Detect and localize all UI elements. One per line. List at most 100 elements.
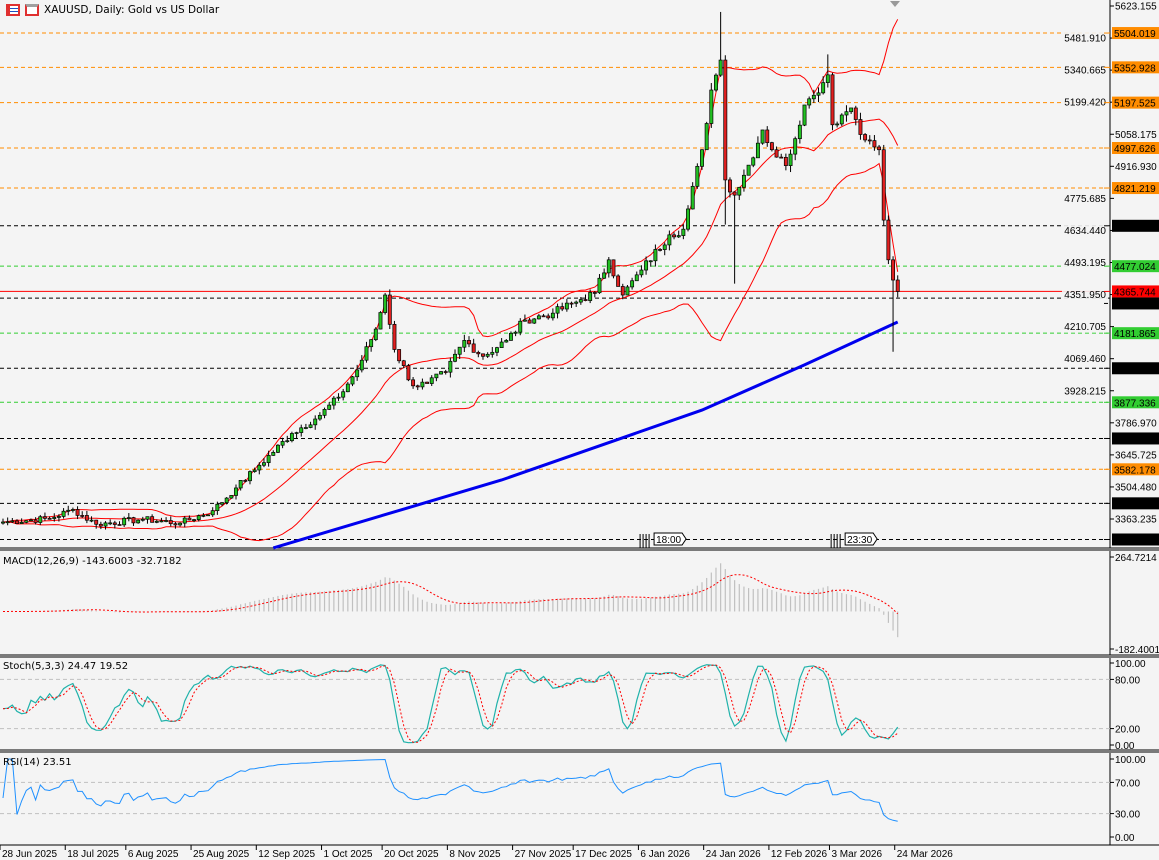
candle-body (401, 360, 406, 366)
candle (481, 353, 485, 360)
candle (420, 378, 425, 390)
candle (243, 479, 248, 483)
candle (802, 104, 807, 127)
candle (150, 514, 155, 523)
rsi-tick-label: 30.00 (1115, 810, 1140, 821)
candle-body (891, 259, 896, 281)
candle-body (66, 509, 71, 512)
candle (383, 292, 388, 315)
candle-body (774, 149, 779, 158)
candle (201, 513, 206, 518)
candle-body (471, 343, 476, 353)
candle (84, 510, 89, 524)
y-tick-label: 4634.440 (1064, 226, 1106, 237)
chart-list-icon[interactable] (6, 4, 20, 16)
rsi-line (2, 758, 898, 822)
candle-body (802, 104, 807, 126)
event-marker (830, 532, 878, 548)
candle-body (741, 174, 746, 188)
candle (718, 11, 723, 77)
candle (895, 275, 900, 298)
candle-body (122, 517, 127, 526)
candle-body (550, 312, 555, 319)
candle (522, 314, 527, 322)
candle (765, 126, 770, 147)
candle-body (154, 520, 159, 523)
candle-body (518, 320, 523, 333)
chart-shift-icon[interactable] (890, 1, 900, 7)
candle-body (797, 124, 802, 140)
candle-body (769, 142, 774, 151)
candle (774, 146, 779, 158)
candle (262, 457, 266, 468)
candle-body (639, 269, 644, 276)
candle-body (56, 516, 61, 518)
candle (331, 396, 336, 410)
candle-body (280, 441, 285, 446)
candle (317, 412, 322, 421)
candle-body (80, 515, 85, 517)
candle-body (718, 59, 723, 76)
candle (285, 435, 290, 443)
candle (513, 330, 518, 337)
candle (341, 388, 346, 401)
candle-body (336, 396, 341, 399)
candle-body (564, 302, 569, 310)
candle-body (406, 365, 411, 381)
candle (220, 502, 224, 507)
chart-template-icon[interactable] (25, 4, 39, 16)
candle-body (387, 294, 392, 325)
candle-body (52, 517, 57, 519)
candle (61, 508, 66, 519)
y-tick-label-bg (1062, 32, 1108, 45)
candle-body (331, 397, 336, 406)
candle-body (844, 111, 849, 116)
x-tick-label: 3 Mar 2026 (831, 849, 882, 860)
candle-body (145, 516, 150, 520)
bollinger-middle-line (2, 118, 899, 523)
level-label: 4654.848 (1114, 222, 1156, 233)
level-label: 3272.964 (1114, 535, 1156, 546)
candle-body (275, 444, 280, 453)
candle-body (704, 123, 709, 151)
y-tick-label: 4775.685 (1064, 194, 1106, 205)
candle (797, 120, 802, 144)
candle-body (359, 359, 364, 371)
candle-body (858, 119, 863, 135)
candle (355, 364, 360, 381)
rsi-tick-label: 70.00 (1115, 778, 1140, 789)
candle (19, 518, 24, 524)
candle (536, 313, 541, 320)
rsi-label: RSI(14) 23.51 (3, 757, 72, 768)
candle (252, 467, 257, 473)
y-tick-label: 5481.910 (1064, 34, 1106, 45)
candle-body (173, 523, 178, 526)
candle (499, 338, 504, 348)
candle (182, 516, 187, 528)
candle (257, 462, 262, 475)
candle-body (485, 353, 490, 357)
candle (429, 375, 434, 387)
candle (667, 230, 672, 251)
stoch-main-line (2, 664, 899, 744)
level-label: 4027.258 (1114, 364, 1156, 375)
candle (294, 431, 299, 439)
candle-body (830, 74, 835, 126)
candle-body (201, 515, 206, 517)
candle-body (658, 249, 663, 251)
candle-body (765, 129, 770, 143)
candle (634, 271, 639, 282)
candle-body (47, 517, 52, 520)
candle-body (252, 469, 257, 472)
candle-body (289, 433, 294, 442)
candle-body (94, 519, 99, 525)
bollinger-upper-line (2, 19, 899, 523)
candle-body (434, 373, 439, 379)
candle-body (234, 487, 238, 496)
candle (825, 54, 830, 88)
candle-body (490, 351, 495, 355)
current-price-label: 4365.744 (1114, 287, 1156, 298)
level-label-bg (1112, 141, 1159, 154)
candle-body (709, 89, 714, 124)
